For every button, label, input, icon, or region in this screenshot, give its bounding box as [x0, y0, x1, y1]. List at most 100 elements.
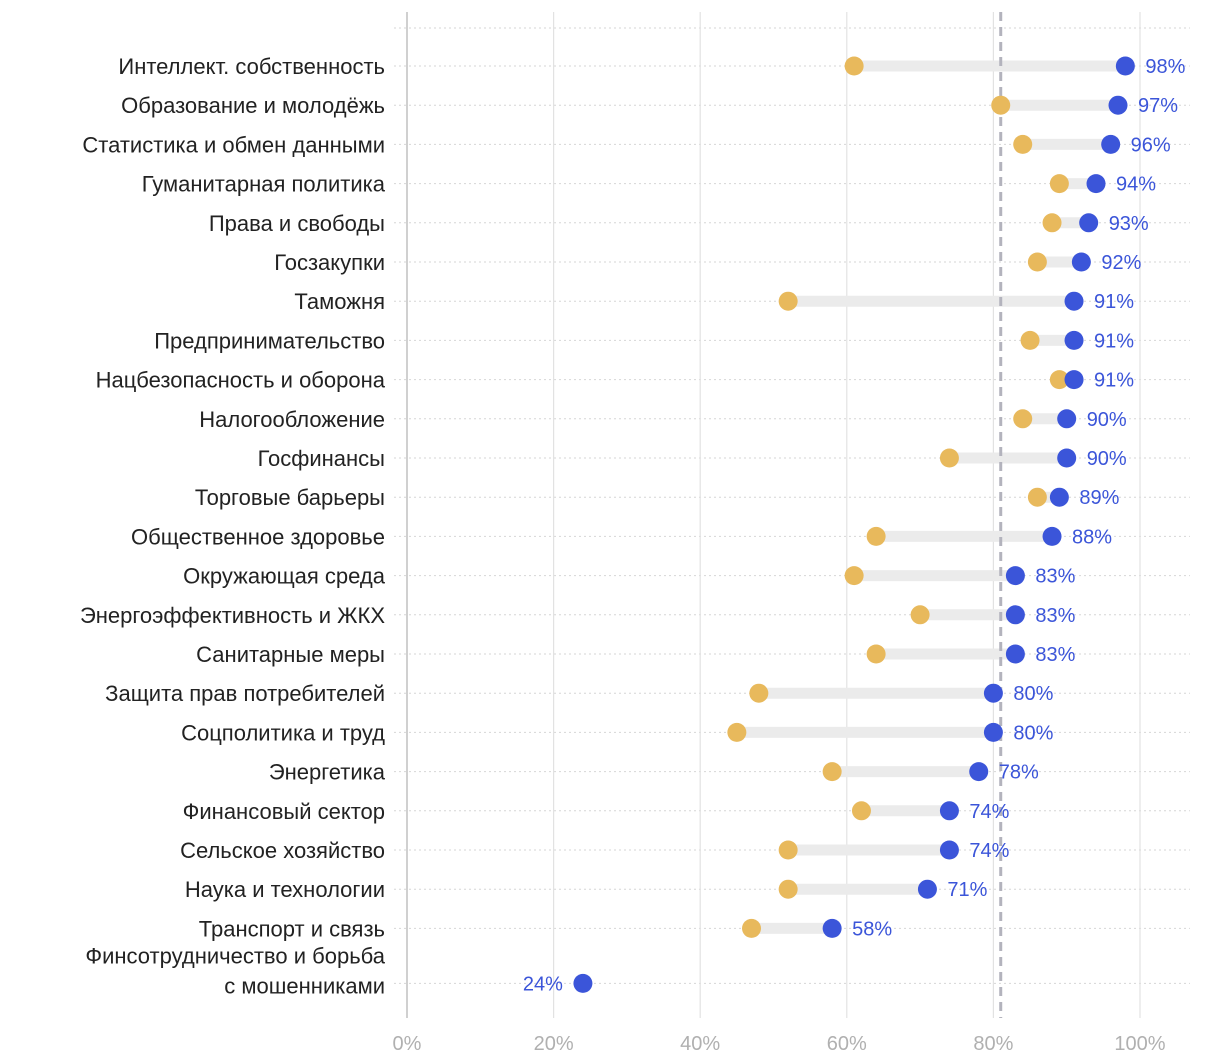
end-dot [1115, 56, 1135, 76]
x-tick-label: 60% [827, 1033, 867, 1055]
end-dot [1005, 605, 1025, 625]
category-label: Сельское хозяйство [180, 838, 385, 863]
end-dot [1064, 370, 1084, 390]
start-dot [1042, 213, 1062, 233]
start-dot [844, 566, 864, 586]
end-dot [1064, 330, 1084, 350]
start-dot [778, 879, 798, 899]
category-label: Энергоэффективность и ЖКХ [80, 603, 385, 628]
end-dot [939, 801, 959, 821]
labels: Интеллект. собственность 98% Образование и… [80, 54, 1186, 998]
start-dot [844, 56, 864, 76]
category-label: Права и свободы [209, 211, 385, 236]
value-label: 92% [1101, 252, 1141, 274]
start-dot [778, 840, 798, 860]
dots [573, 56, 1135, 993]
value-label: 98% [1145, 56, 1185, 78]
start-dot [742, 918, 762, 938]
end-dot [1108, 95, 1128, 115]
start-dot [866, 644, 886, 664]
start-dot [1049, 370, 1069, 390]
start-dot [727, 722, 747, 742]
category-label: Транспорт и связь [199, 916, 385, 941]
value-label: 78% [999, 762, 1039, 784]
end-dot [1049, 487, 1069, 507]
value-label: 91% [1094, 370, 1134, 392]
end-dot [1005, 644, 1025, 664]
end-dot [1101, 134, 1121, 154]
end-dot [969, 762, 989, 782]
start-dot [1027, 252, 1047, 272]
category-label: Налогообложение [199, 407, 385, 432]
category-label: Нацбезопасность и оборона [96, 368, 386, 393]
start-dot [939, 448, 959, 468]
x-tick-label: 0% [393, 1033, 422, 1055]
x-tick-label: 40% [680, 1033, 720, 1055]
value-label: 89% [1079, 487, 1119, 509]
category-label: Торговые барьеры [195, 485, 385, 510]
end-dot [1057, 409, 1077, 429]
end-dot [1057, 448, 1077, 468]
value-label: 83% [1035, 566, 1075, 588]
start-dot [866, 526, 886, 546]
end-dot [822, 918, 842, 938]
end-dot [1042, 526, 1062, 546]
category-label: Соцполитика и труд [181, 720, 385, 745]
category-label: Гуманитарная политика [142, 172, 386, 197]
start-dot [910, 605, 930, 625]
category-label: Финсотрудничество и борьба с мошенниками [85, 943, 385, 998]
end-dot [573, 973, 593, 993]
value-label: 93% [1109, 213, 1149, 235]
category-label: Образование и молодёжь [121, 93, 385, 118]
start-dot [778, 291, 798, 311]
end-dot [1005, 566, 1025, 586]
category-label: Интеллект. собственность [118, 54, 385, 79]
category-label: Госфинансы [258, 446, 385, 471]
start-dot [822, 762, 842, 782]
value-label: 97% [1138, 95, 1178, 117]
category-label: Энергетика [269, 760, 386, 785]
value-label: 58% [852, 918, 892, 940]
end-dot [917, 879, 937, 899]
value-label: 71% [947, 879, 987, 901]
category-label: Госзакупки [274, 250, 385, 275]
value-label: 94% [1116, 174, 1156, 196]
category-label: Общественное здоровье [131, 524, 385, 549]
start-dot [1027, 487, 1047, 507]
grid [394, 12, 1190, 1018]
start-dot [1013, 409, 1033, 429]
end-dot [1079, 213, 1099, 233]
x-tick-label: 100% [1114, 1033, 1165, 1055]
value-label: 24% [523, 973, 563, 995]
end-dot [1086, 174, 1106, 194]
value-label: 80% [1013, 722, 1053, 744]
value-label: 96% [1131, 134, 1171, 156]
start-dot [1049, 174, 1069, 194]
category-label: Защита прав потребителей [105, 681, 385, 706]
start-dot [1013, 134, 1033, 154]
value-label: 90% [1087, 409, 1127, 431]
value-label: 83% [1035, 605, 1075, 627]
x-tick-label: 20% [534, 1033, 574, 1055]
start-dot [851, 801, 871, 821]
category-label: Финансовый сектор [183, 799, 385, 824]
value-label: 80% [1013, 683, 1053, 705]
category-label: Предпринимательство [154, 328, 385, 353]
category-label: Таможня [294, 289, 385, 314]
end-dot [1071, 252, 1091, 272]
value-label: 91% [1094, 291, 1134, 313]
end-dot [939, 840, 959, 860]
category-label: Окружающая среда [183, 564, 386, 589]
value-label: 74% [969, 801, 1009, 823]
value-label: 88% [1072, 526, 1112, 548]
end-dot [983, 683, 1003, 703]
category-label: Санитарные меры [196, 642, 385, 667]
value-label: 83% [1035, 644, 1075, 666]
start-dot [991, 95, 1011, 115]
value-label: 91% [1094, 330, 1134, 352]
end-dot [1064, 291, 1084, 311]
x-axis-ticks: 0% 20% 40% 60% 80% 100% [393, 1033, 1166, 1055]
value-label: 90% [1087, 448, 1127, 470]
x-tick-label: 80% [973, 1033, 1013, 1055]
